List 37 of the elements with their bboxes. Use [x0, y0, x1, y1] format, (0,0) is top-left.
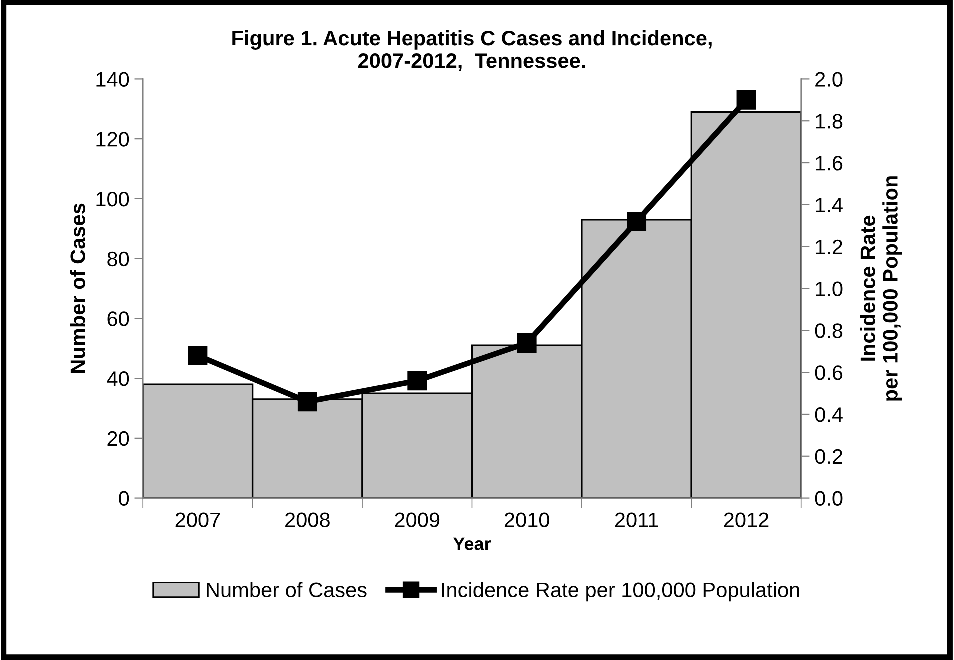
point [188, 346, 208, 366]
y2-tick-label: 1.2 [816, 240, 842, 254]
legend-label: Number of Cases [207, 582, 367, 598]
point [627, 212, 647, 232]
y2-tick-label: 2.0 [816, 72, 843, 87]
y2-tick-label: 1.4 [816, 198, 843, 212]
y-tick-label: 80 [108, 252, 130, 267]
y-axis-title: Number of Cases [70, 204, 86, 374]
x-axis-title: Year [453, 538, 492, 550]
y2-tick-label: 0.6 [815, 366, 843, 380]
point [298, 392, 318, 412]
y2-tick-label: 0.2 [815, 449, 842, 464]
y-tick-label: 120 [96, 132, 130, 147]
y-tick-label: 140 [96, 72, 130, 87]
x-tick-label: 2012 [724, 512, 769, 528]
chart-title: Figure 1. Acute Hepatitis C Cases and Incidence, 2007-2012, Tennessee. [232, 30, 712, 72]
y-tick-label: 0 [119, 491, 130, 506]
x-tick-label: 2010 [504, 512, 550, 528]
y2-tick-label: 0.4 [815, 407, 843, 422]
y2-tick-label: 1.0 [816, 282, 843, 297]
y2-axis-title: Incidence Rate per 100,000 Population [860, 176, 902, 401]
point [517, 334, 537, 353]
y-tick-label: 60 [108, 312, 130, 326]
x-tick-label: 2009 [395, 512, 440, 528]
y-tick-label: 100 [96, 192, 130, 207]
x-tick-label: 2008 [286, 512, 330, 528]
legend-label: Incidence Rate per 100,000 Population [442, 582, 800, 602]
point [408, 371, 428, 391]
y-tick-label: 20 [108, 431, 130, 446]
y2-tick-label: 0.8 [815, 324, 843, 338]
x-tick-label: 2007 [176, 512, 220, 528]
point [736, 90, 756, 110]
y2-tick-label: 1.8 [816, 114, 843, 129]
y-tick-label: 40 [107, 372, 130, 386]
y2-tick-label: 0.0 [815, 491, 843, 506]
x-tick-label: 2011 [615, 512, 658, 528]
y2-tick-label: 1.6 [816, 156, 843, 171]
